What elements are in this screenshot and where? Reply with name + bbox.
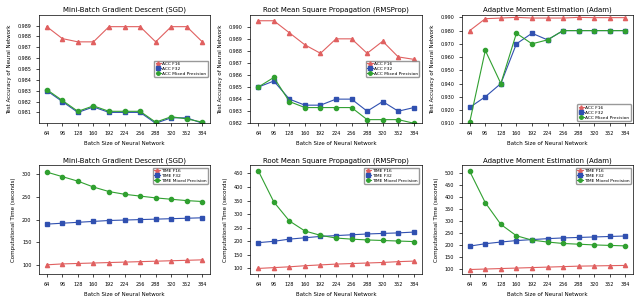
X-axis label: Batch Size of Neural Network: Batch Size of Neural Network <box>296 292 376 297</box>
Y-axis label: Test Accuracy of Neural Network: Test Accuracy of Neural Network <box>7 24 12 114</box>
Legend: ACC F16, ACC F32, ACC Mixed Precision: ACC F16, ACC F32, ACC Mixed Precision <box>366 60 419 78</box>
Legend: ACC F16, ACC F32, ACC Mixed Precision: ACC F16, ACC F32, ACC Mixed Precision <box>154 60 208 78</box>
Legend: TIME F16, TIME F32, TIME Mixed Precision: TIME F16, TIME F32, TIME Mixed Precision <box>364 168 419 184</box>
Y-axis label: Test Accuracy of Neural Network: Test Accuracy of Neural Network <box>430 24 435 114</box>
X-axis label: Batch Size of Neural Network: Batch Size of Neural Network <box>508 141 588 147</box>
Legend: TIME F16, TIME F32, TIME Mixed Precision: TIME F16, TIME F32, TIME Mixed Precision <box>153 168 208 184</box>
Y-axis label: Test Accuracy of Neural Network: Test Accuracy of Neural Network <box>218 24 223 114</box>
X-axis label: Batch Size of Neural Network: Batch Size of Neural Network <box>84 141 165 147</box>
Title: Root Mean Square Propagation (RMSProp): Root Mean Square Propagation (RMSProp) <box>263 7 409 13</box>
X-axis label: Batch Size of Neural Network: Batch Size of Neural Network <box>296 141 376 147</box>
Title: Mini-Batch Gradient Descent (SGD): Mini-Batch Gradient Descent (SGD) <box>63 7 186 13</box>
X-axis label: Batch Size of Neural Network: Batch Size of Neural Network <box>84 292 165 297</box>
Y-axis label: Computational Time (seconds): Computational Time (seconds) <box>435 177 440 262</box>
Title: Adaptive Moment Estimation (Adam): Adaptive Moment Estimation (Adam) <box>483 157 612 164</box>
X-axis label: Batch Size of Neural Network: Batch Size of Neural Network <box>508 292 588 297</box>
Y-axis label: Computational Time (seconds): Computational Time (seconds) <box>12 177 17 262</box>
Legend: ACC F16, ACC F32, ACC Mixed Precision: ACC F16, ACC F32, ACC Mixed Precision <box>577 104 631 121</box>
Title: Adaptive Moment Estimation (Adam): Adaptive Moment Estimation (Adam) <box>483 7 612 13</box>
Y-axis label: Computational Time (seconds): Computational Time (seconds) <box>223 177 228 262</box>
Title: Mini-Batch Gradient Descent (SGD): Mini-Batch Gradient Descent (SGD) <box>63 157 186 164</box>
Legend: TIME F16, TIME F32, TIME Mixed Precision: TIME F16, TIME F32, TIME Mixed Precision <box>576 168 631 184</box>
Title: Root Mean Square Propagation (RMSProp): Root Mean Square Propagation (RMSProp) <box>263 157 409 164</box>
